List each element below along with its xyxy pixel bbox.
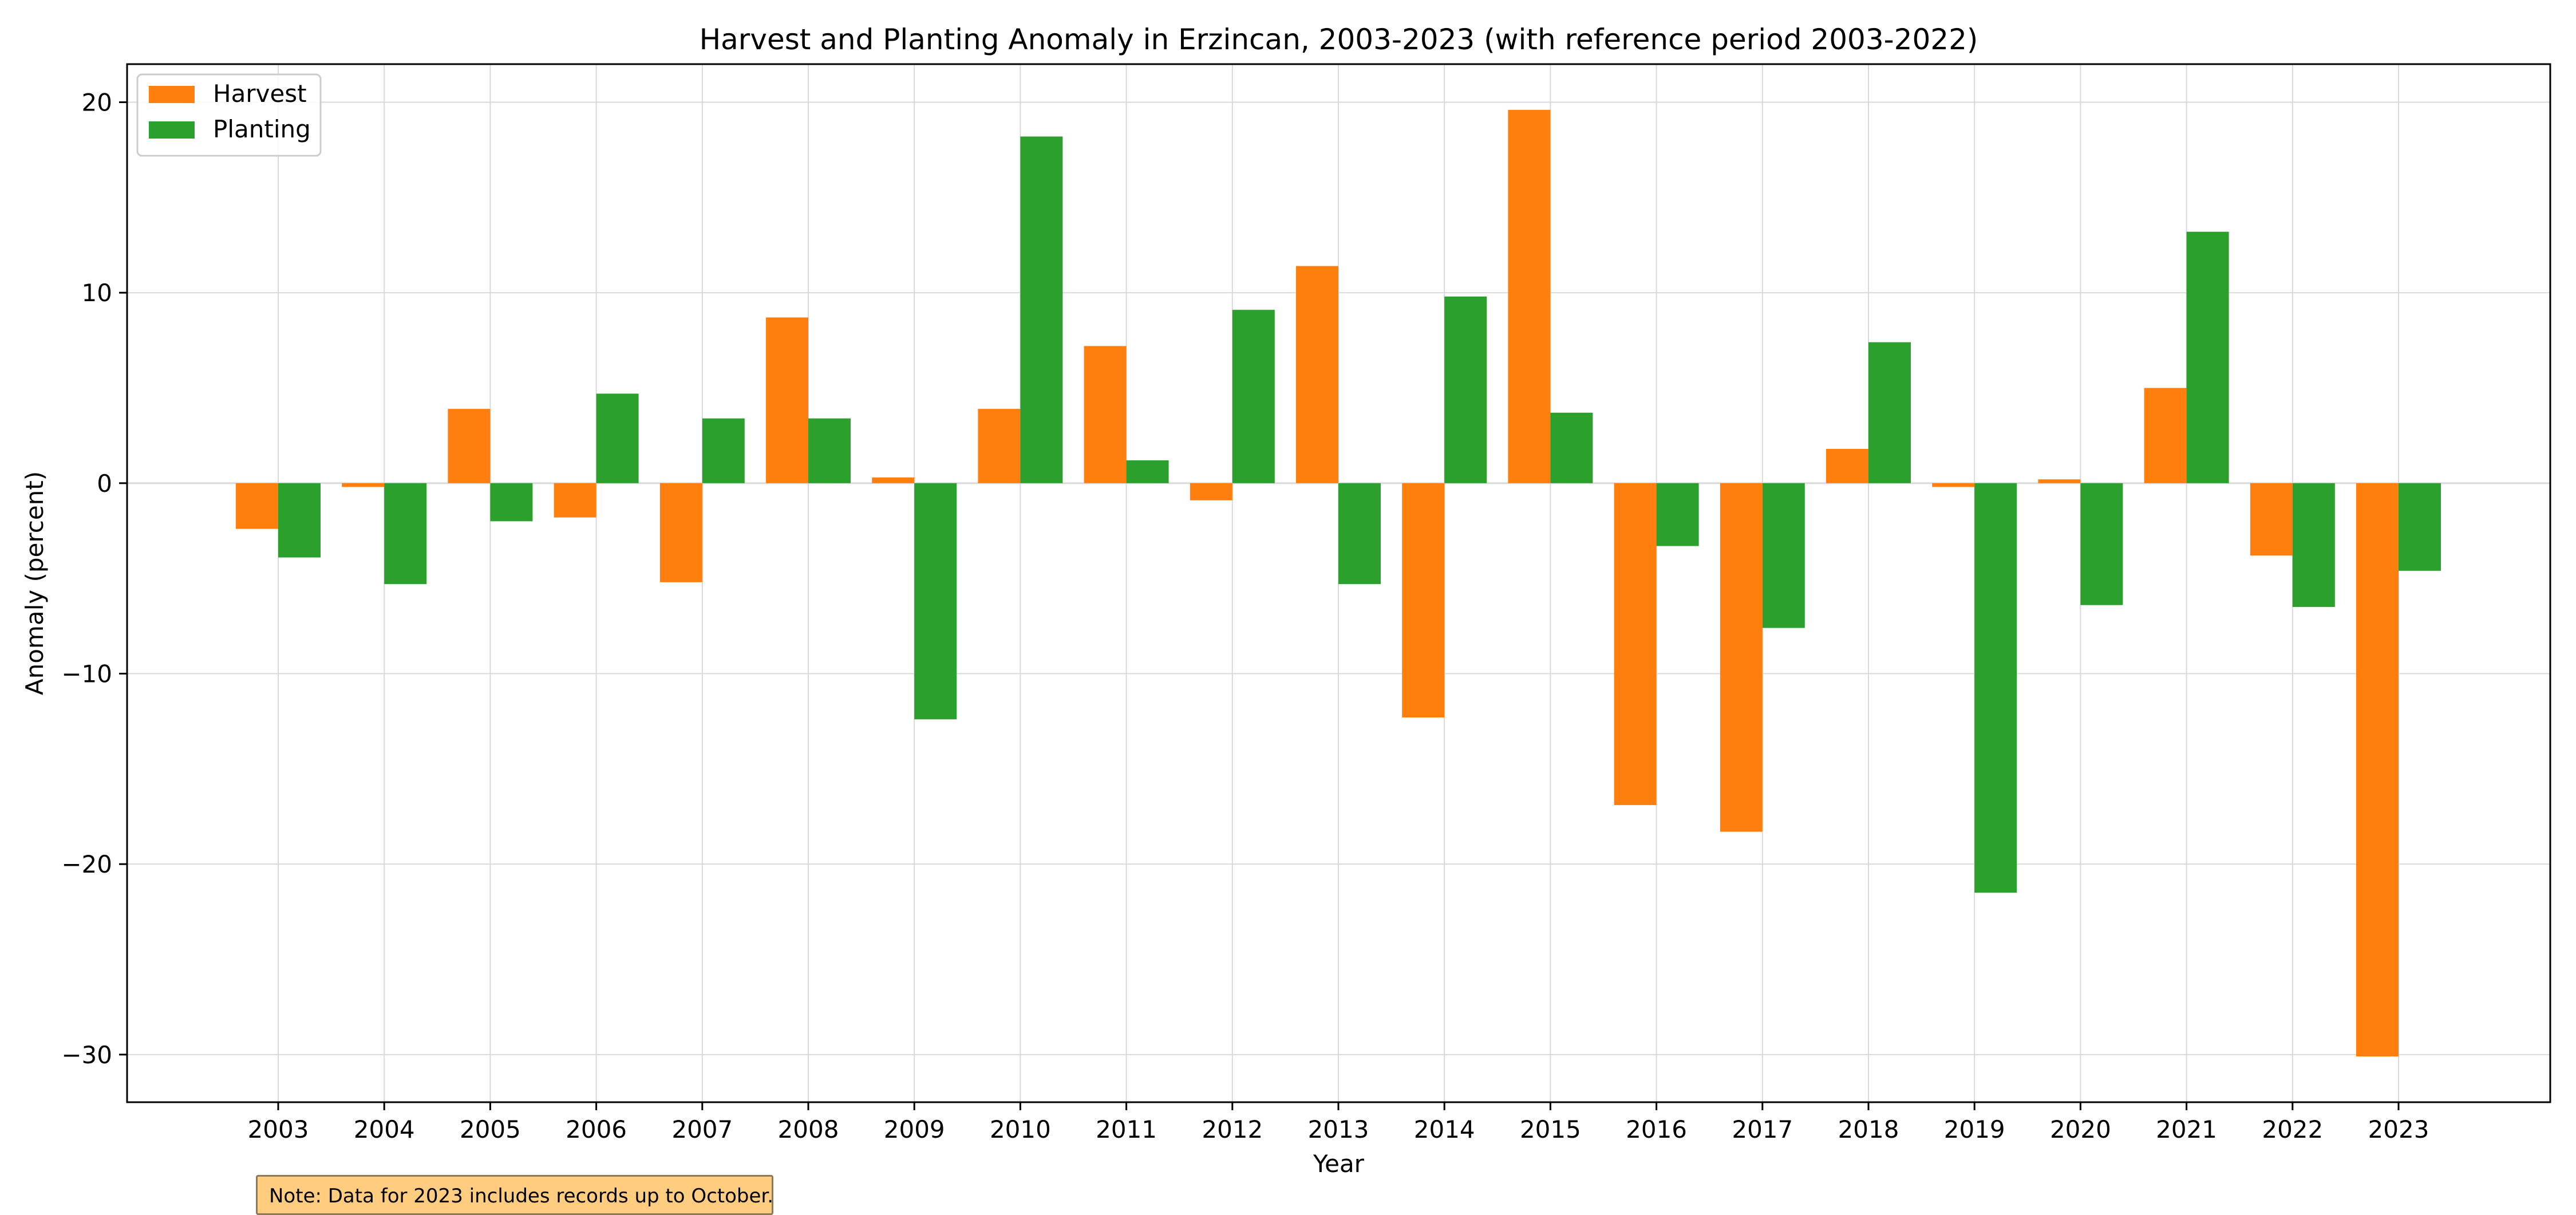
harvest-bar [1402,483,1445,718]
x-axis-label: Year [1313,1150,1365,1178]
planting-bar [1232,310,1275,483]
y-tick-label: −10 [61,660,112,688]
x-tick-label: 2013 [1308,1115,1369,1143]
x-tick-label: 2018 [1838,1115,1899,1143]
x-tick-label: 2010 [990,1115,1051,1143]
planting-bar [1126,460,1169,483]
planting-bar [1868,342,1911,483]
planting-bar [1444,296,1487,483]
harvest-bar [1084,346,1127,483]
harvest-bar [659,483,702,582]
planting-bar [2399,483,2441,571]
y-axis-label: Anomaly (percent) [21,471,49,695]
harvest-bar [2144,388,2187,483]
planting-bar [1550,412,1593,483]
harvest-bar [236,483,278,529]
x-tick-label: 2008 [778,1115,839,1143]
x-tick-label: 2014 [1414,1115,1475,1143]
harvest-bar [2356,483,2399,1057]
bars [236,109,2441,1057]
x-tick-label: 2007 [671,1115,733,1143]
x-tick-label: 2015 [1520,1115,1581,1143]
planting-bar [914,483,957,720]
planting-bar [702,418,745,483]
planting-bar [384,483,427,585]
planting-bar [1974,483,2017,893]
x-tick-label: 2012 [1202,1115,1263,1143]
harvest-bar [1932,483,1975,487]
harvest-bar [1826,448,1868,483]
planting-bar [1338,483,1381,585]
legend-swatch [149,86,195,103]
harvest-bar [766,317,808,483]
legend-swatch [149,121,195,139]
harvest-bar [1614,483,1657,806]
planting-bar [596,393,639,483]
x-tick-label: 2016 [1626,1115,1687,1143]
y-tick-label: −20 [61,850,112,878]
legend: Harvest Planting [136,73,322,157]
harvest-bar [448,409,491,483]
planting-bar [1762,483,1805,628]
planting-bar [2186,231,2229,483]
y-tick-label: −30 [61,1041,112,1069]
note-box: Note: Data for 2023 includes records up … [256,1175,773,1215]
x-tick-label: 2017 [1732,1115,1793,1143]
x-tick-label: 2019 [1944,1115,2005,1143]
x-tick-label: 2020 [2050,1115,2111,1143]
x-tick-label: 2004 [354,1115,415,1143]
legend-label: Harvest [213,80,307,108]
x-tick-label: 2021 [2156,1115,2217,1143]
planting-bar [2292,483,2335,607]
planting-bar [490,483,533,522]
planting-bar [278,483,321,558]
harvest-bar [1296,266,1338,483]
harvest-bar [554,483,596,518]
y-tick-label: 0 [97,470,112,498]
planting-bar [1656,483,1699,546]
planting-bar [1020,136,1063,483]
harvest-bar [1720,483,1763,832]
chart-title: Harvest and Planting Anomaly in Erzincan… [700,23,1978,56]
planting-bar [808,418,851,483]
legend-label: Planting [213,115,311,143]
x-tick-label: 2003 [248,1115,309,1143]
harvest-bar [2250,483,2293,556]
x-tick-label: 2023 [2368,1115,2429,1143]
harvest-bar [872,477,915,483]
harvest-bar [2038,479,2081,483]
harvest-bar [978,409,1021,483]
note-text: Note: Data for 2023 includes records up … [269,1185,773,1208]
harvest-bar [1508,109,1551,483]
x-tick-label: 2005 [460,1115,521,1143]
x-tick-label: 2006 [566,1115,627,1143]
harvest-bar [342,483,385,487]
x-tick-label: 2011 [1096,1115,1157,1143]
x-tick-label: 2009 [884,1115,945,1143]
harvest-bar [1190,483,1232,500]
y-tick-label: 10 [82,279,112,307]
y-tick-label: 20 [82,89,112,117]
planting-bar [2080,483,2123,605]
axis-ticks: −30 −20 −10 0 10 20 2003 2004 2005 2006 2007 2008 20… [61,89,2429,1143]
x-tick-label: 2022 [2262,1115,2323,1143]
